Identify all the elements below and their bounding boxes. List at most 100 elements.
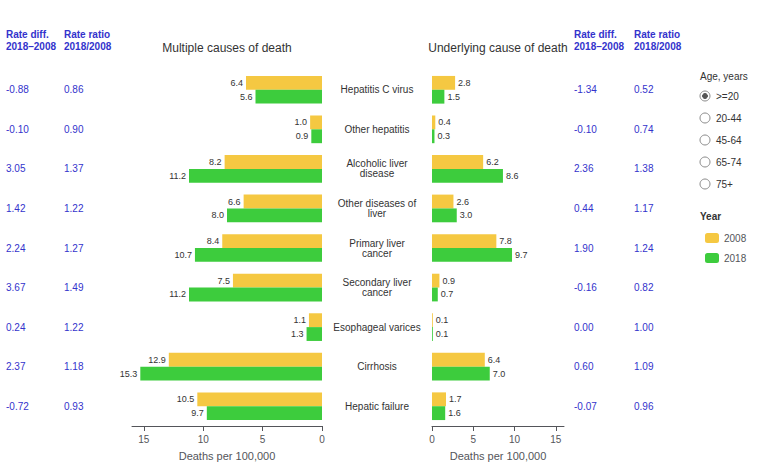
svg-text:0.1: 0.1 [436,329,449,339]
svg-text:2.36: 2.36 [574,163,594,174]
svg-text:7.0: 7.0 [493,369,506,379]
svg-text:2018: 2018 [724,253,747,264]
svg-text:disease: disease [360,168,395,179]
svg-text:15: 15 [550,434,562,445]
svg-text:45-64: 45-64 [716,135,742,146]
svg-text:0.86: 0.86 [64,84,84,95]
svg-text:3.05: 3.05 [6,163,26,174]
svg-text:8.4: 8.4 [207,236,220,246]
svg-text:11.2: 11.2 [169,289,186,299]
svg-text:1.17: 1.17 [634,203,654,214]
svg-text:20-44: 20-44 [716,113,742,124]
svg-text:1.38: 1.38 [634,163,654,174]
svg-text:0.90: 0.90 [64,124,84,135]
svg-text:15.3: 15.3 [120,369,138,379]
svg-text:2018/2008: 2018/2008 [64,41,112,52]
svg-text:0.74: 0.74 [634,124,654,135]
svg-text:Deaths per 100,000: Deaths per 100,000 [450,450,547,462]
svg-text:cancer: cancer [362,287,393,298]
svg-text:5: 5 [260,434,266,445]
svg-text:2.8: 2.8 [458,78,471,88]
svg-text:6.4: 6.4 [488,355,501,365]
svg-text:2.6: 2.6 [456,197,469,207]
svg-text:Hepatic failure: Hepatic failure [345,401,409,412]
svg-text:Rate diff.: Rate diff. [6,29,49,40]
svg-text:2018–2008: 2018–2008 [6,41,56,52]
svg-text:Multiple causes of death: Multiple causes of death [162,41,291,55]
svg-text:5.6: 5.6 [240,92,253,102]
svg-text:0.1: 0.1 [436,315,449,325]
svg-text:8.2: 8.2 [209,157,222,167]
svg-text:1.5: 1.5 [447,92,460,102]
svg-text:3.67: 3.67 [6,282,26,293]
svg-text:0.24: 0.24 [6,322,26,333]
svg-text:1.1: 1.1 [293,315,306,325]
svg-text:1.7: 1.7 [449,394,462,404]
svg-text:10.5: 10.5 [177,394,195,404]
svg-text:-1.34: -1.34 [574,84,597,95]
svg-text:1.49: 1.49 [64,282,84,293]
svg-text:0.4: 0.4 [438,117,451,127]
svg-text:0.00: 0.00 [574,322,594,333]
svg-text:-0.10: -0.10 [6,124,29,135]
svg-text:0.9: 0.9 [296,131,309,141]
svg-text:10: 10 [509,434,521,445]
svg-text:1.22: 1.22 [64,322,84,333]
svg-text:1.3: 1.3 [291,329,304,339]
svg-text:Other hepatitis: Other hepatitis [344,124,409,135]
svg-text:2.37: 2.37 [6,361,26,372]
svg-text:1.18: 1.18 [64,361,84,372]
svg-text:1.90: 1.90 [574,243,594,254]
svg-text:0.82: 0.82 [634,282,654,293]
svg-text:Cirrhosis: Cirrhosis [357,361,396,372]
svg-text:0: 0 [319,434,325,445]
svg-text:1.00: 1.00 [634,322,654,333]
svg-text:0.96: 0.96 [634,401,654,412]
svg-text:-0.72: -0.72 [6,401,29,412]
svg-text:2018–2008: 2018–2008 [574,41,624,52]
svg-text:7.8: 7.8 [499,236,512,246]
svg-text:-0.16: -0.16 [574,282,597,293]
svg-text:65-74: 65-74 [716,157,742,168]
svg-text:1.22: 1.22 [64,203,84,214]
svg-text:75+: 75+ [716,179,733,190]
svg-text:1.09: 1.09 [634,361,654,372]
svg-text:8.6: 8.6 [506,171,519,181]
svg-text:1.37: 1.37 [64,163,84,174]
svg-text:0.93: 0.93 [64,401,84,412]
svg-text:Age, years: Age, years [700,71,748,82]
svg-text:0.7: 0.7 [441,289,454,299]
svg-text:0.9: 0.9 [442,276,455,286]
svg-text:15: 15 [138,434,150,445]
svg-text:Rate ratio: Rate ratio [634,29,680,40]
svg-text:-0.07: -0.07 [574,401,597,412]
svg-text:7.5: 7.5 [217,276,230,286]
svg-text:0.52: 0.52 [634,84,654,95]
svg-text:5: 5 [470,434,476,445]
svg-text:1.27: 1.27 [64,243,84,254]
svg-text:0.60: 0.60 [574,361,594,372]
svg-text:Rate ratio: Rate ratio [64,29,110,40]
svg-text:2.24: 2.24 [6,243,26,254]
svg-text:8.0: 8.0 [211,210,224,220]
svg-text:6.2: 6.2 [486,157,499,167]
svg-text:1.42: 1.42 [6,203,26,214]
svg-text:Year: Year [700,211,721,222]
svg-text:-0.88: -0.88 [6,84,29,95]
svg-text:Rate diff.: Rate diff. [574,29,617,40]
svg-text:Esophageal varices: Esophageal varices [333,322,420,333]
svg-text:10.7: 10.7 [174,250,192,260]
svg-text:2018/2008: 2018/2008 [634,41,682,52]
svg-text:9.7: 9.7 [515,250,528,260]
svg-text:-0.10: -0.10 [574,124,597,135]
svg-text:1.0: 1.0 [295,117,308,127]
svg-text:10: 10 [198,434,210,445]
svg-text:liver: liver [368,208,387,219]
svg-text:3.0: 3.0 [460,210,473,220]
svg-text:Underlying cause of death: Underlying cause of death [428,41,567,55]
svg-text:1.6: 1.6 [448,408,461,418]
svg-text:>=20: >=20 [716,91,739,102]
svg-text:0.44: 0.44 [574,203,594,214]
svg-text:cancer: cancer [362,248,393,259]
svg-text:2008: 2008 [724,233,747,244]
